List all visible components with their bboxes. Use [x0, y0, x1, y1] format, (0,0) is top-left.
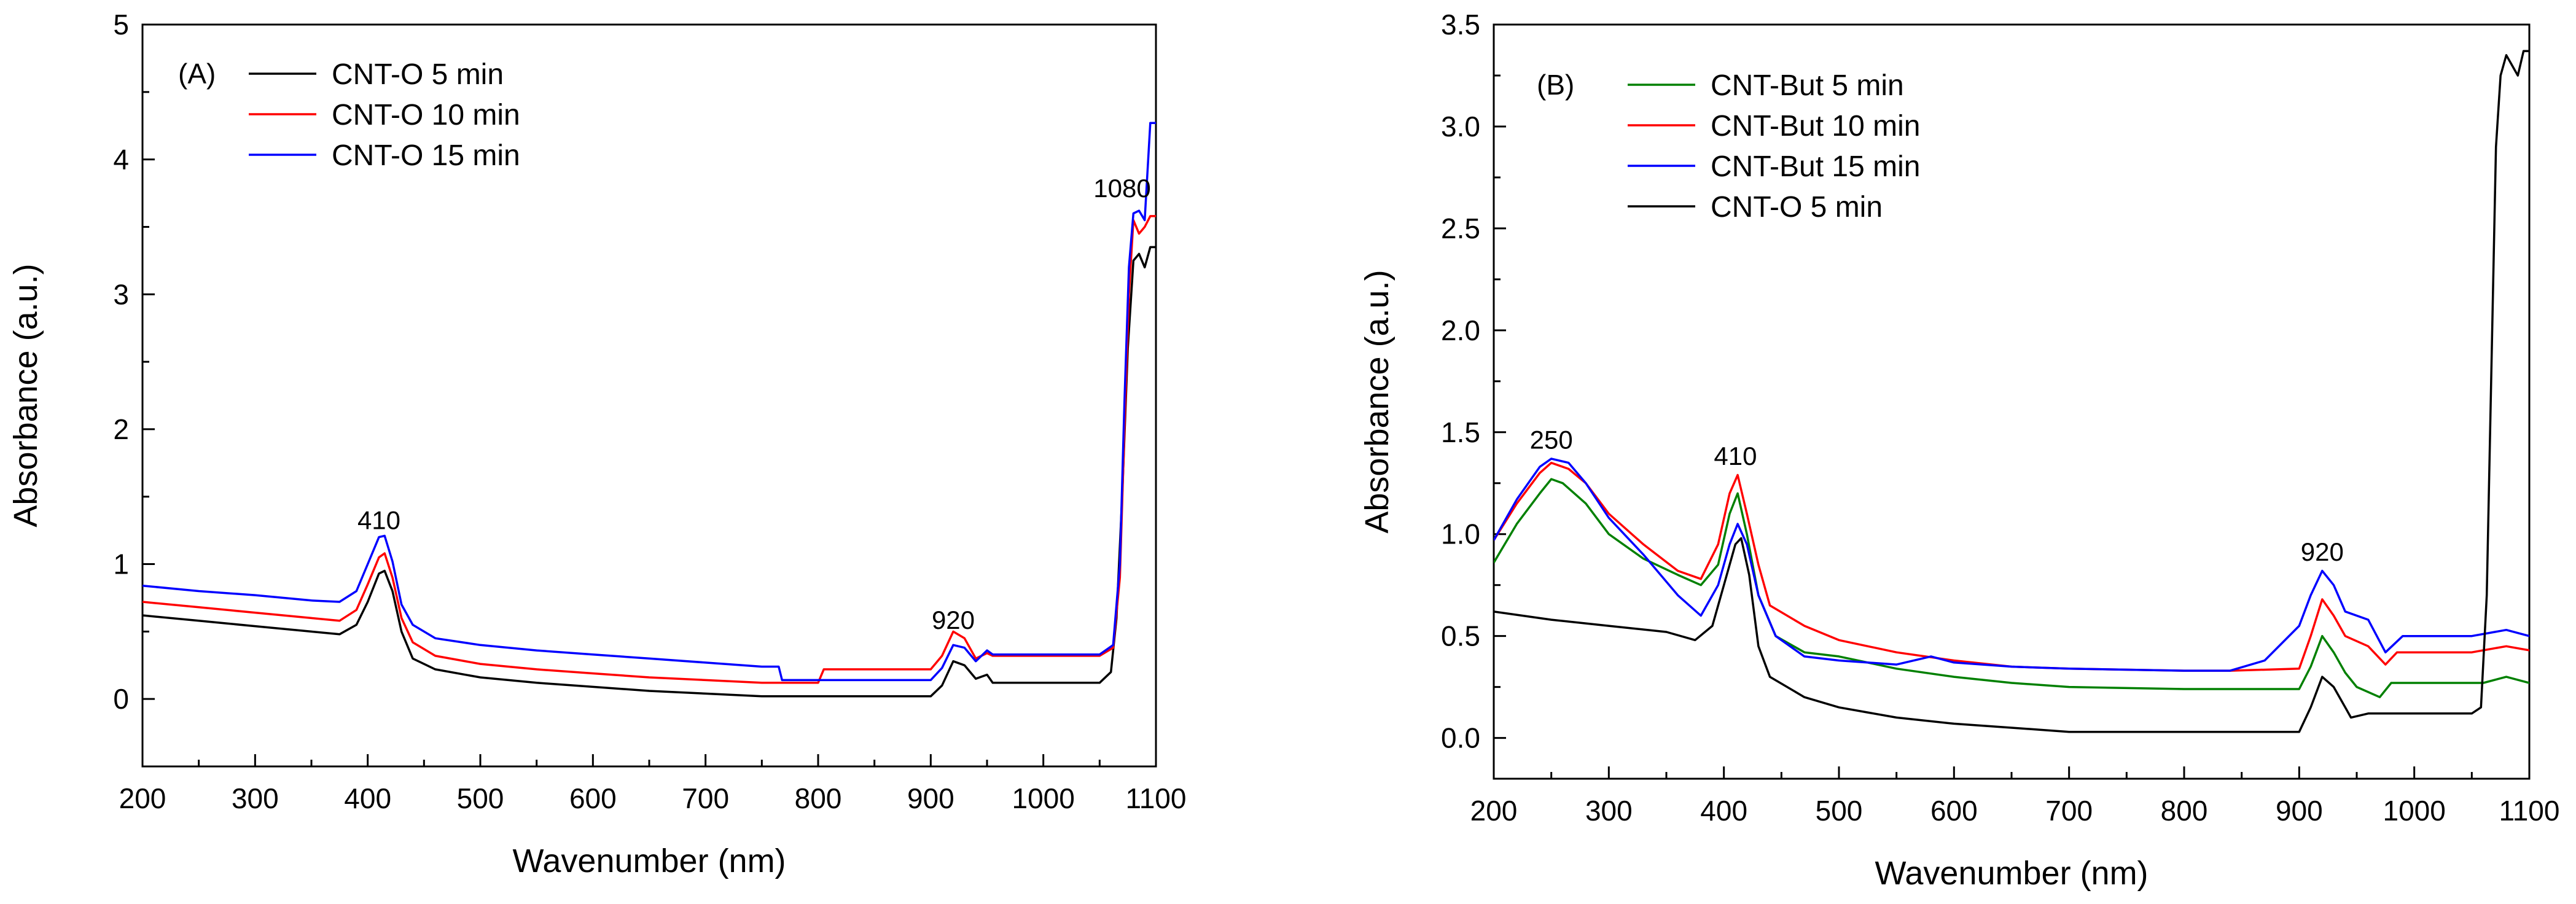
x-axis-title: Wavenumber (nm)	[1875, 855, 2148, 892]
y-tick-label: 2.5	[1441, 212, 1480, 244]
y-tick-label: 2	[113, 413, 129, 445]
x-tick-label: 700	[2045, 795, 2093, 827]
series-line-1	[142, 246, 1156, 698]
y-tick-label: 5	[113, 9, 129, 41]
y-axis-title: Absorbance (a.u.)	[1359, 270, 1395, 533]
y-tick-label: 1.0	[1441, 518, 1480, 550]
y-tick-label: 3	[113, 278, 129, 310]
x-tick-label: 900	[907, 782, 954, 814]
legend-label: CNT-O 15 min	[332, 139, 520, 172]
x-tick-label: 800	[795, 782, 842, 814]
panel-label: (A)	[178, 58, 216, 90]
series-line-3	[1494, 458, 2529, 672]
peak-annotation: 410	[1714, 442, 1757, 470]
x-tick-label: 200	[119, 782, 166, 814]
legend-label: CNT-But 10 min	[1711, 110, 1920, 142]
peak-annotation: 250	[1530, 425, 1573, 454]
x-tick-label: 800	[2161, 795, 2208, 827]
x-tick-label: 300	[232, 782, 279, 814]
x-tick-label: 200	[1470, 795, 1518, 827]
y-tick-label: 2.0	[1441, 314, 1480, 346]
x-tick-label: 600	[1930, 795, 1978, 827]
y-tick-label: 0.5	[1441, 620, 1480, 652]
x-tick-label: 1000	[2383, 795, 2445, 827]
chart-panel-a: 200 300 400 500 600 700 800 900 1000 1100 0 1 2 3 4 5 Wa…	[7, 9, 1186, 879]
legend-label: CNT-O 10 min	[332, 99, 520, 131]
peak-annotation: 410	[357, 505, 400, 534]
legend-label: CNT-O 5 min	[332, 58, 504, 91]
series-line-4	[1494, 50, 2529, 733]
x-tick-label: 400	[1700, 795, 1747, 827]
x-tick-label: 1100	[2499, 795, 2560, 827]
peak-annotation: 920	[932, 606, 975, 634]
legend-label: CNT-O 5 min	[1711, 191, 1883, 224]
series-line-2	[142, 215, 1156, 684]
chart-panel-b: 200 300 400 500 600 700 800 900 1000 1100 0.0 0.5 1.…	[1359, 9, 2559, 892]
x-tick-label: 500	[1816, 795, 1863, 827]
legend-label: CNT-But 5 min	[1711, 69, 1904, 102]
y-tick-label: 0.0	[1441, 722, 1480, 754]
y-tick-label: 3.5	[1441, 9, 1480, 41]
x-tick-label: 700	[682, 782, 729, 814]
series-line-3	[142, 122, 1156, 682]
series-line-1	[1494, 478, 2529, 698]
peak-annotation: 1080	[1093, 174, 1150, 203]
y-tick-label: 0	[113, 683, 129, 715]
peak-annotation: 920	[2301, 537, 2344, 566]
y-tick-label: 1	[113, 548, 129, 580]
x-axis-title: Wavenumber (nm)	[512, 843, 786, 879]
x-tick-label: 1100	[1126, 782, 1187, 814]
y-axis-title: Absorbance (a.u.)	[7, 263, 44, 527]
series-line-2	[1494, 461, 2529, 672]
y-tick-label: 3.0	[1441, 111, 1480, 142]
legend-label: CNT-But 15 min	[1711, 150, 1920, 183]
panel-label: (B)	[1537, 69, 1574, 101]
x-tick-label: 1000	[1012, 782, 1074, 814]
x-tick-label: 600	[569, 782, 617, 814]
x-tick-label: 500	[457, 782, 504, 814]
y-tick-label: 1.5	[1441, 416, 1480, 448]
y-tick-label: 4	[113, 144, 129, 176]
x-tick-label: 300	[1585, 795, 1633, 827]
x-tick-label: 400	[344, 782, 391, 814]
x-tick-label: 900	[2276, 795, 2323, 827]
